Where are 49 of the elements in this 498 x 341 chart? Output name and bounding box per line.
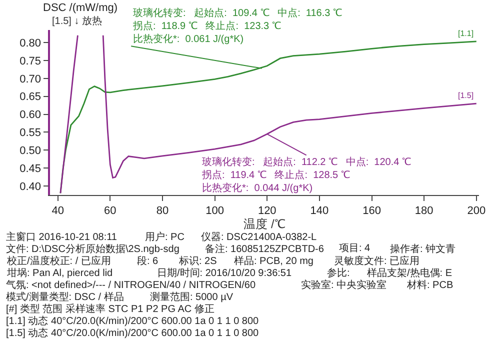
text: 文件: D:\DSC分析原始数据\2S.ngb-sdg	[6, 243, 180, 255]
text: 模式/测量类型: DSC / 样品	[6, 291, 124, 303]
text: 测量范围: 5000 µV	[150, 291, 234, 303]
y-axis-title: DSC /(mW/mg)	[43, 2, 118, 14]
text: 段: 6	[137, 255, 159, 267]
x-tick-label: 40	[52, 205, 64, 218]
chart-subtitle: [1.5] ↓ 放热	[52, 16, 102, 27]
x-axis-title: 温度 /℃	[244, 217, 286, 232]
y-tick-label: 0.40	[20, 180, 42, 193]
x-tick-label: 200	[467, 205, 486, 218]
x-tick-label: 140	[310, 205, 329, 218]
text: 样品: PCB, 20 mg	[234, 255, 314, 267]
y-tick-label: 0.50	[20, 145, 42, 158]
series-label: [1.5]	[458, 91, 474, 100]
x-tick-label: 100	[206, 205, 224, 218]
text: 标识: 2S	[178, 255, 218, 267]
x-tick-label: 180	[414, 205, 434, 218]
x-tick-label: 80	[156, 205, 169, 218]
x-tick-label: 60	[104, 205, 116, 218]
text: [1.1] 动态 40°C/20.0(K/min)/200°C 600.00 1a 0 1 1 0 800	[6, 315, 260, 327]
text: 仪器: DSC21400A-0382-L	[201, 231, 318, 243]
x-tick-label: 120	[258, 205, 276, 218]
text: 坩埚: Pan Al, pierced lid	[6, 267, 113, 279]
text: 日期/时间: 2016/10/20 9:36:51	[157, 267, 292, 279]
series-label: [1.1]	[458, 29, 474, 38]
text: 主窗口 2016-10-21 08:11	[6, 231, 118, 243]
text: 用户: PC	[145, 231, 184, 243]
y-tick-label: 0.65	[20, 91, 42, 104]
y-tick-label: 0.60	[20, 109, 42, 122]
text: 参比:	[327, 267, 350, 279]
text: 实验室: 中央实验室	[301, 279, 387, 291]
text: 样品支架/热电偶: E	[367, 267, 452, 279]
text: 项目: 4	[339, 243, 371, 254]
text: 灵敏度文件: 已应用	[334, 255, 420, 267]
y-tick-label: 0.75	[20, 55, 42, 68]
y-tick-label: 0.80	[20, 37, 42, 50]
x-tick-label: 160	[362, 205, 381, 218]
text: [#] 类型 范围 采样速率 STC P1 P2 PG AC 修正	[6, 303, 214, 315]
y-tick-label: 0.45	[20, 162, 42, 175]
text: 操作者: 钟文青	[390, 243, 456, 255]
text: 备注: 16085125ZPCBTD-6	[205, 243, 324, 255]
annotation: 玻璃化转变: 起始点: 112.2 ℃ 中点: 120.4 ℃ 拐点: 119.4 ℃ 终止点: 128.5 ℃ 比热变化*: 0.044 J/(g*K)	[201, 156, 411, 194]
text: 气氛: <not defined>/--- / NITROGEN/40 / NITROGEN/60	[6, 279, 256, 291]
y-tick-label: 0.70	[20, 73, 42, 86]
text: 校正/温度校正: / 已应用	[6, 255, 111, 267]
y-tick-label: 0.55	[20, 127, 42, 140]
text: 材料: PCB	[406, 279, 454, 291]
text: [1.5] 动态 40°C/20.0(K/min)/200°C 600.00 1a 0 1 1 0 800	[6, 327, 260, 339]
annotation: 玻璃化转变: 起始点: 109.4 ℃ 中点: 116.3 ℃ 拐点: 118.9 ℃ 终止点: 123.3 ℃ 比热变化*: 0.061 J/(g*K)	[132, 7, 342, 45]
